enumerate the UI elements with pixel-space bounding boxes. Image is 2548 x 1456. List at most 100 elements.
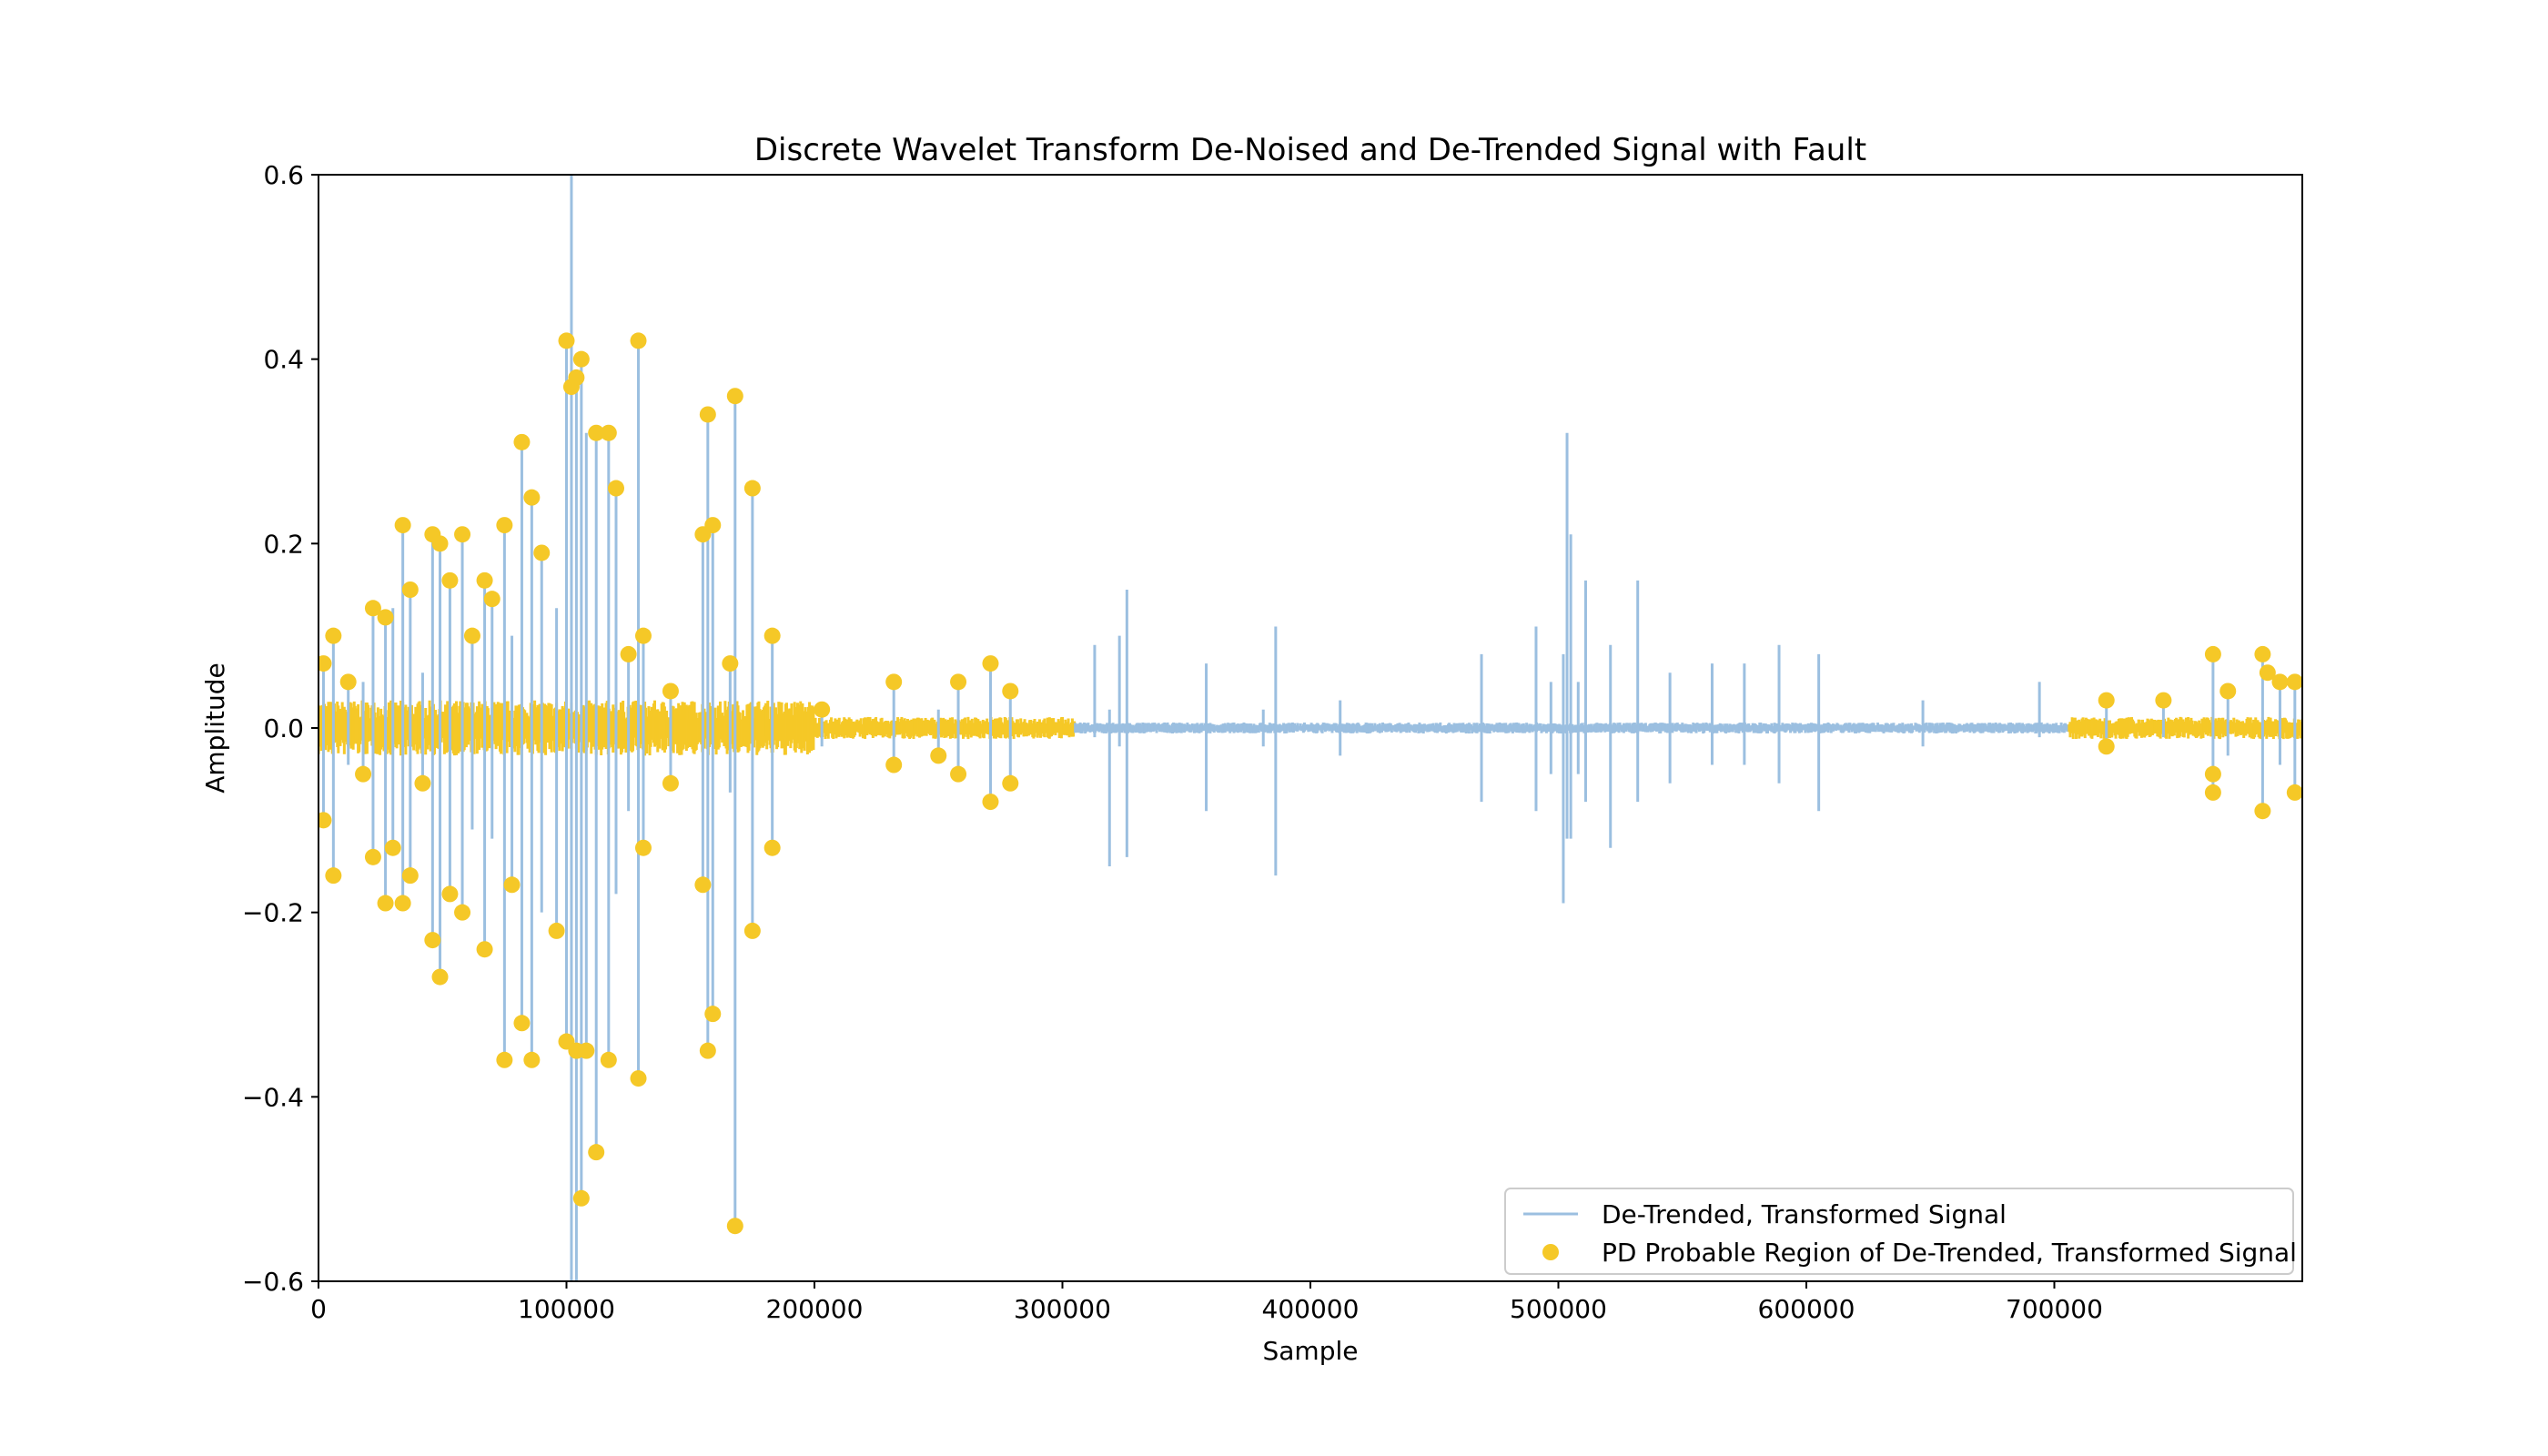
y-tick-label: 0.6 — [263, 160, 304, 190]
pd-point — [608, 480, 624, 497]
pd-point — [523, 1051, 541, 1068]
pd-point — [364, 600, 381, 617]
pd-point — [424, 932, 441, 949]
y-tick-label: −0.6 — [242, 1267, 304, 1297]
pd-point — [950, 765, 967, 783]
legend-marker-swatch — [1542, 1244, 1559, 1260]
pd-point — [726, 388, 743, 405]
pd-point — [454, 526, 471, 543]
pd-point — [982, 794, 999, 811]
pd-point — [2286, 784, 2302, 801]
pd-point — [463, 627, 480, 644]
pd-point — [401, 867, 419, 885]
pd-point — [318, 812, 332, 829]
pd-point — [885, 673, 903, 691]
pd-point — [401, 581, 419, 598]
pd-point — [441, 885, 459, 903]
pd-point — [620, 645, 637, 662]
signal-line-series — [321, 175, 2297, 1281]
pd-point — [483, 591, 500, 608]
legend: De-Trended, Transformed Signal PD Probab… — [1504, 1188, 2297, 1275]
pd-point — [364, 848, 381, 865]
pd-point — [568, 369, 585, 386]
pd-point — [2098, 738, 2115, 755]
x-tick-label: 100000 — [518, 1294, 615, 1324]
pd-scatter-series — [318, 332, 2302, 1235]
pd-point — [2204, 765, 2221, 783]
pd-point — [325, 867, 342, 885]
pd-point — [503, 876, 521, 894]
y-tick-label: −0.2 — [242, 898, 304, 928]
pd-point — [533, 544, 551, 561]
legend-box — [1504, 1188, 2294, 1275]
pd-point — [699, 406, 716, 423]
pd-point — [496, 517, 513, 534]
legend-label-pd-region: PD Probable Region of De-Trended, Transf… — [1602, 1238, 2297, 1268]
pd-point — [2219, 682, 2237, 700]
pd-point — [743, 922, 761, 939]
y-tick-label: 0.2 — [263, 529, 304, 559]
pd-point — [930, 747, 947, 764]
pd-point — [699, 1042, 716, 1059]
legend-label-signal: De-Trended, Transformed Signal — [1602, 1199, 2007, 1229]
pd-point — [600, 424, 617, 441]
pd-point — [454, 904, 471, 921]
x-tick-label: 0 — [310, 1294, 327, 1324]
pd-point — [630, 1070, 647, 1087]
pd-point — [588, 1144, 605, 1161]
y-tick-label: 0.4 — [263, 345, 304, 375]
pd-point — [394, 895, 411, 912]
pd-point — [414, 774, 431, 792]
pd-point — [2254, 645, 2271, 662]
pd-point — [476, 941, 493, 958]
x-tick-label: 500000 — [1510, 1294, 1607, 1324]
pd-point — [662, 774, 679, 792]
pd-point — [704, 517, 722, 534]
pd-point — [1002, 774, 1019, 792]
pd-point — [572, 1189, 590, 1207]
pd-point — [476, 571, 493, 589]
pd-point — [704, 1006, 722, 1023]
pd-point — [394, 517, 411, 534]
pd-point — [339, 673, 357, 691]
pd-point — [431, 535, 449, 552]
pd-point — [2155, 692, 2172, 709]
pd-point — [513, 433, 531, 450]
pd-point — [496, 1051, 513, 1068]
pd-point — [2259, 664, 2276, 682]
pd-point — [377, 895, 394, 912]
pd-point — [355, 765, 372, 783]
x-tick-label: 300000 — [1014, 1294, 1111, 1324]
chart-title: Discrete Wavelet Transform De-Noised and… — [754, 132, 1866, 168]
pd-point — [384, 839, 401, 856]
x-tick-label: 200000 — [766, 1294, 864, 1324]
pd-point — [325, 627, 342, 644]
pd-point — [743, 480, 761, 497]
pd-point — [2204, 784, 2221, 801]
pd-point — [763, 627, 781, 644]
x-axis-title: Sample — [1263, 1336, 1359, 1366]
x-tick-label: 400000 — [1262, 1294, 1360, 1324]
pd-point — [588, 424, 605, 441]
pd-point — [578, 1042, 595, 1059]
pd-point — [318, 655, 332, 672]
pd-point — [630, 332, 647, 349]
pd-point — [2286, 673, 2302, 691]
pd-point — [2098, 692, 2115, 709]
pd-point — [431, 968, 449, 986]
pd-point — [572, 350, 590, 368]
y-tick-label: 0.0 — [263, 713, 304, 743]
pd-point — [600, 1051, 617, 1068]
pd-point — [548, 922, 565, 939]
pd-point — [634, 627, 652, 644]
pd-point — [2254, 803, 2271, 820]
pd-point — [377, 609, 394, 626]
y-tick-label: −0.4 — [242, 1082, 304, 1112]
pd-point — [763, 839, 781, 856]
x-tick-label: 700000 — [2006, 1294, 2103, 1324]
pd-point — [722, 655, 739, 672]
pd-point — [2271, 673, 2289, 691]
pd-point — [950, 673, 967, 691]
